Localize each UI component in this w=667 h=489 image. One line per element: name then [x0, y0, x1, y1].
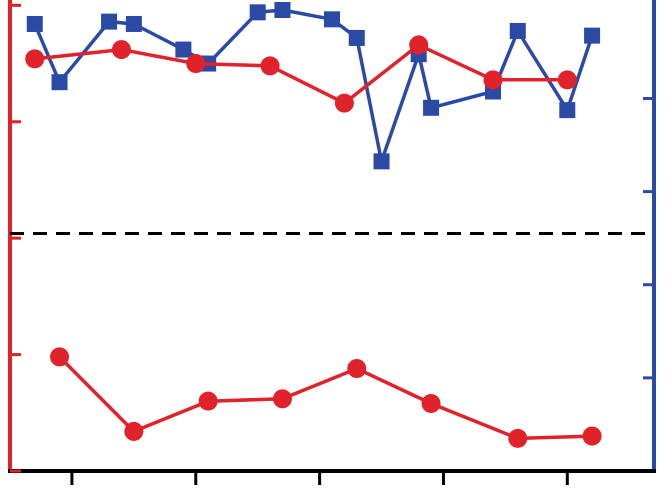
- series-2-point: [557, 70, 577, 90]
- series-1-point: [175, 41, 192, 58]
- series-1-point: [274, 2, 291, 18]
- series-2-point: [260, 56, 280, 76]
- series-3-point: [272, 389, 292, 409]
- series-3-line: [58, 355, 593, 441]
- series-2-point: [111, 40, 131, 60]
- series-1-point: [373, 153, 390, 170]
- series-3-point: [508, 428, 528, 448]
- series-1-point: [51, 74, 68, 91]
- series-3-point: [50, 347, 70, 367]
- series-2-point: [409, 35, 429, 55]
- series-3-point: [347, 359, 367, 379]
- series-1-point: [26, 15, 43, 32]
- series-1-point: [423, 99, 440, 116]
- series-2-line: [34, 43, 568, 105]
- series-2-point: [334, 93, 354, 113]
- series-3-point: [124, 421, 144, 441]
- series-1-point: [509, 22, 526, 39]
- series-3-point: [421, 393, 441, 413]
- series-group: [25, 2, 602, 448]
- series-1-point: [125, 15, 142, 32]
- series-1-point: [101, 13, 118, 30]
- series-1-point: [249, 4, 266, 21]
- series-2-point: [483, 70, 503, 90]
- series-3-point: [582, 426, 602, 446]
- series-1-point: [348, 29, 365, 46]
- series-3-point: [198, 391, 218, 411]
- series-2-point: [25, 49, 45, 69]
- series-2-point: [186, 54, 206, 74]
- series-1-point: [584, 27, 601, 44]
- series-1-point: [559, 102, 576, 119]
- axes: [8, 0, 656, 485]
- series-1-point: [324, 11, 340, 28]
